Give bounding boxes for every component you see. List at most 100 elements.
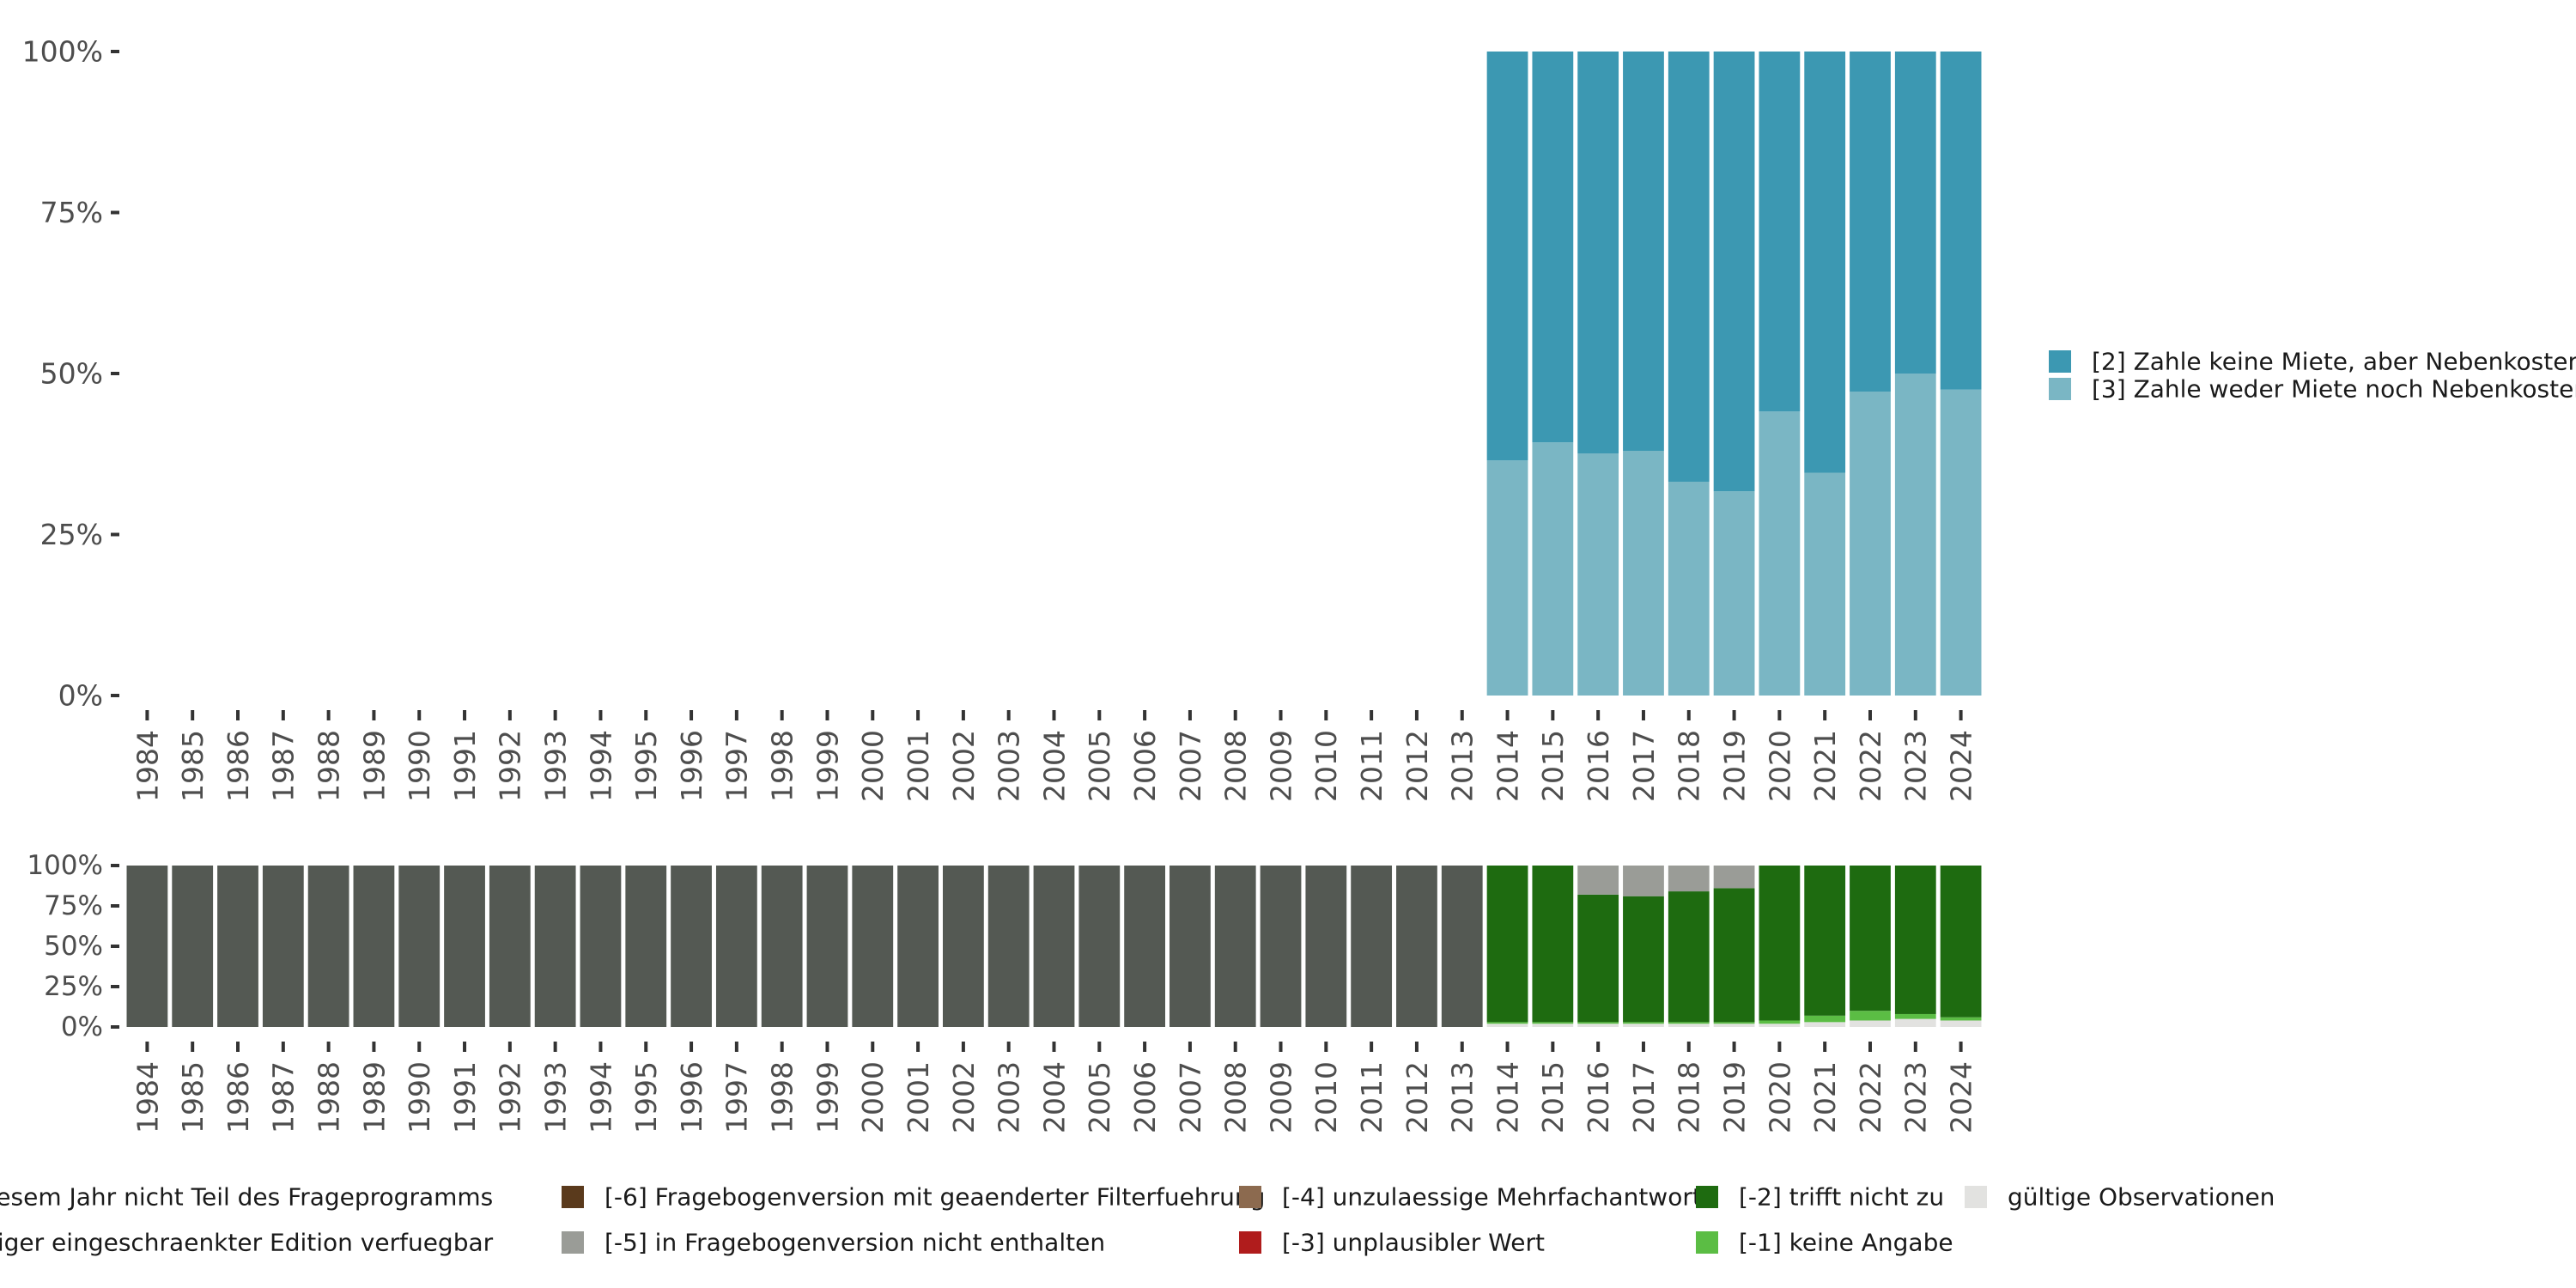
bar-2015-1-keine-angabe <box>1532 1022 1574 1024</box>
bar-2019-2-trifft-nicht-zu <box>1713 888 1755 1023</box>
bar-2016-5-in-fragebogenversion-nicht-enthalten <box>1577 866 1619 895</box>
bar-1991-8-frage-in-diesem-jahr-nicht-teil-des-frageprogramms <box>444 866 485 1027</box>
bottom-stacked-bar-chart: 0% 25% 50% 75% 100% 1984 1985 1986 1987 1988 1989 1… <box>27 850 1982 1133</box>
x-tick-label-2024: 2024 <box>1944 1061 1978 1133</box>
y-tick-label: 25% <box>44 971 103 1002</box>
x-tick-label-2018: 2018 <box>1673 730 1706 802</box>
x-tick-label-1999: 1999 <box>811 1061 844 1133</box>
x-tick-label-2011: 2011 <box>1355 1061 1388 1133</box>
bar-2020-3-zahle-weder-miete-noch-nebenkosten <box>1759 411 1801 696</box>
bars <box>126 866 1982 1027</box>
legend-swatch-4-unzulaessige-mehrfachantwort <box>1239 1186 1261 1208</box>
x-tick-label-2008: 2008 <box>1219 730 1253 802</box>
x-tick-label-1993: 1993 <box>539 1061 573 1133</box>
legend-swatch-g-ltige-observationen <box>1965 1186 1987 1208</box>
x-tick-label-1993: 1993 <box>539 730 573 802</box>
bar-1989-8-frage-in-diesem-jahr-nicht-teil-des-frageprogramms <box>353 866 395 1027</box>
x-tick-label-1986: 1986 <box>222 1061 255 1133</box>
bar-2021-3-zahle-weder-miete-noch-nebenkosten <box>1804 472 1846 696</box>
legend-label-7-nur-in-weniger-eingeschraenkter-edition-verfuegbar: [-7] nur in weniger eingeschraenkter Edi… <box>0 1229 494 1257</box>
legend-label-g-ltige-observationen: gültige Observationen <box>2008 1183 2275 1212</box>
x-tick-label-2014: 2014 <box>1491 1061 1524 1133</box>
top-stacked-bar-chart: 0% 25% 50% 75% 100% 1984 1985 1986 1987 1988 1989 1… <box>22 35 1982 802</box>
x-tick-label-2014: 2014 <box>1491 730 1524 802</box>
bar-2024-3-zahle-weder-miete-noch-nebenkosten <box>1940 389 1982 696</box>
x-tick-label-2021: 2021 <box>1808 1061 1842 1133</box>
legend-label-2-zahle-keine-miete-aber-nebenkosten: [2] Zahle keine Miete, aber Nebenkosten <box>2092 348 2576 376</box>
x-tick-label-1991: 1991 <box>448 730 482 802</box>
x-tick-label-1995: 1995 <box>629 730 663 802</box>
x-tick-label-1995: 1995 <box>629 1061 663 1133</box>
bar-2020-2-zahle-keine-miete-aber-nebenkosten <box>1759 52 1801 412</box>
x-tick-label-2000: 2000 <box>856 730 890 802</box>
bars <box>1486 52 1982 696</box>
top-chart-legend: [2] Zahle keine Miete, aber Nebenkosten[… <box>2049 348 2576 404</box>
bar-2019-3-zahle-weder-miete-noch-nebenkosten <box>1713 491 1755 696</box>
bar-1988-8-frage-in-diesem-jahr-nicht-teil-des-frageprogramms <box>307 866 349 1027</box>
bar-2017-1-keine-angabe <box>1623 1022 1664 1024</box>
x-tick-label-2017: 2017 <box>1627 1061 1661 1133</box>
bar-1984-8-frage-in-diesem-jahr-nicht-teil-des-frageprogramms <box>126 866 168 1027</box>
legend-swatch-1-keine-angabe <box>1696 1231 1718 1254</box>
x-tick-label-2006: 2006 <box>1128 730 1162 802</box>
bar-2018-1-keine-angabe <box>1668 1022 1710 1024</box>
legend-label-6-fragebogenversion-mit-geaenderter-filterfuehrung: [-6] Fragebogenversion mit geaenderter F… <box>605 1183 1265 1212</box>
bar-2018-2-trifft-nicht-zu <box>1668 891 1710 1023</box>
x-tick-label-2023: 2023 <box>1899 730 1933 802</box>
y-tick-label: 25% <box>40 518 103 551</box>
x-tick-label-1987: 1987 <box>267 730 301 802</box>
bar-2008-8-frage-in-diesem-jahr-nicht-teil-des-frageprogramms <box>1214 866 1256 1027</box>
bar-2015-g-ltige-observationen <box>1532 1024 1574 1027</box>
x-tick-label-1984: 1984 <box>131 1061 164 1133</box>
bar-1987-8-frage-in-diesem-jahr-nicht-teil-des-frageprogramms <box>262 866 304 1027</box>
x-tick-label-1992: 1992 <box>494 730 527 802</box>
bar-1985-8-frage-in-diesem-jahr-nicht-teil-des-frageprogramms <box>172 866 214 1027</box>
x-tick-label-1985: 1985 <box>176 1061 210 1133</box>
x-tick-label-2008: 2008 <box>1219 1061 1253 1133</box>
y-tick-label: 100% <box>22 35 103 69</box>
x-tick-label-1989: 1989 <box>357 730 391 802</box>
y-tick-label: 75% <box>40 196 103 229</box>
bar-2023-1-keine-angabe <box>1894 1013 1936 1019</box>
x-tick-label-2015: 2015 <box>1536 730 1570 802</box>
x-tick-label-2006: 2006 <box>1128 1061 1162 1133</box>
bar-2024-2-zahle-keine-miete-aber-nebenkosten <box>1940 52 1982 390</box>
x-tick-label-2004: 2004 <box>1037 730 1071 802</box>
bar-2014-2-zahle-keine-miete-aber-nebenkosten <box>1486 52 1528 461</box>
x-tick-label-1986: 1986 <box>222 730 255 802</box>
bar-2005-8-frage-in-diesem-jahr-nicht-teil-des-frageprogramms <box>1078 866 1121 1027</box>
bar-2015-3-zahle-weder-miete-noch-nebenkosten <box>1532 442 1574 696</box>
bar-2001-8-frage-in-diesem-jahr-nicht-teil-des-frageprogramms <box>897 866 939 1027</box>
bar-2016-2-trifft-nicht-zu <box>1577 894 1619 1023</box>
x-tick-label-1994: 1994 <box>584 1061 617 1133</box>
bar-2004-8-frage-in-diesem-jahr-nicht-teil-des-frageprogramms <box>1033 866 1075 1027</box>
x-tick-label-2012: 2012 <box>1400 730 1434 802</box>
bar-1999-8-frage-in-diesem-jahr-nicht-teil-des-frageprogramms <box>806 866 848 1027</box>
legend-label-5-in-fragebogenversion-nicht-enthalten: [-5] in Fragebogenversion nicht enthalte… <box>605 1229 1105 1257</box>
legend-swatch-6-fragebogenversion-mit-geaenderter-filterfuehrung <box>562 1186 584 1208</box>
y-tick-label: 75% <box>44 890 103 921</box>
x-tick-label-1988: 1988 <box>313 1061 346 1133</box>
bar-2009-8-frage-in-diesem-jahr-nicht-teil-des-frageprogramms <box>1260 866 1302 1027</box>
bar-2023-2-zahle-keine-miete-aber-nebenkosten <box>1894 52 1936 374</box>
x-tick-label-2024: 2024 <box>1944 730 1978 802</box>
bar-2012-8-frage-in-diesem-jahr-nicht-teil-des-frageprogramms <box>1396 866 1437 1027</box>
bar-2022-g-ltige-observationen <box>1850 1020 1891 1027</box>
bar-2020-2-trifft-nicht-zu <box>1759 866 1801 1021</box>
bar-2019-5-in-fragebogenversion-nicht-enthalten <box>1713 866 1755 889</box>
x-tick-label-2010: 2010 <box>1309 1061 1343 1133</box>
legend-label-3-zahle-weder-miete-noch-nebenkosten: [3] Zahle weder Miete noch Nebenkosten <box>2092 375 2576 404</box>
bar-1996-8-frage-in-diesem-jahr-nicht-teil-des-frageprogramms <box>671 866 712 1027</box>
bar-2017-g-ltige-observationen <box>1623 1024 1664 1027</box>
bar-2007-8-frage-in-diesem-jahr-nicht-teil-des-frageprogramms <box>1170 866 1211 1027</box>
x-tick-label-1998: 1998 <box>766 730 799 802</box>
bar-2018-2-zahle-keine-miete-aber-nebenkosten <box>1668 52 1710 482</box>
x-tick-label-2016: 2016 <box>1582 730 1615 802</box>
x-tick-label-2005: 2005 <box>1083 1061 1116 1133</box>
bar-2006-8-frage-in-diesem-jahr-nicht-teil-des-frageprogramms <box>1124 866 1166 1027</box>
legend-label-8-frage-in-diesem-jahr-nicht-teil-des-frageprogramms: [-8] Frage in diesem Jahr nicht Teil des… <box>0 1183 493 1212</box>
bar-1994-8-frage-in-diesem-jahr-nicht-teil-des-frageprogramms <box>580 866 622 1027</box>
legend-swatch-2-zahle-keine-miete-aber-nebenkosten <box>2049 350 2071 373</box>
x-tick-label-2020: 2020 <box>1763 1061 1796 1133</box>
x-tick-label-2009: 2009 <box>1264 1061 1297 1133</box>
